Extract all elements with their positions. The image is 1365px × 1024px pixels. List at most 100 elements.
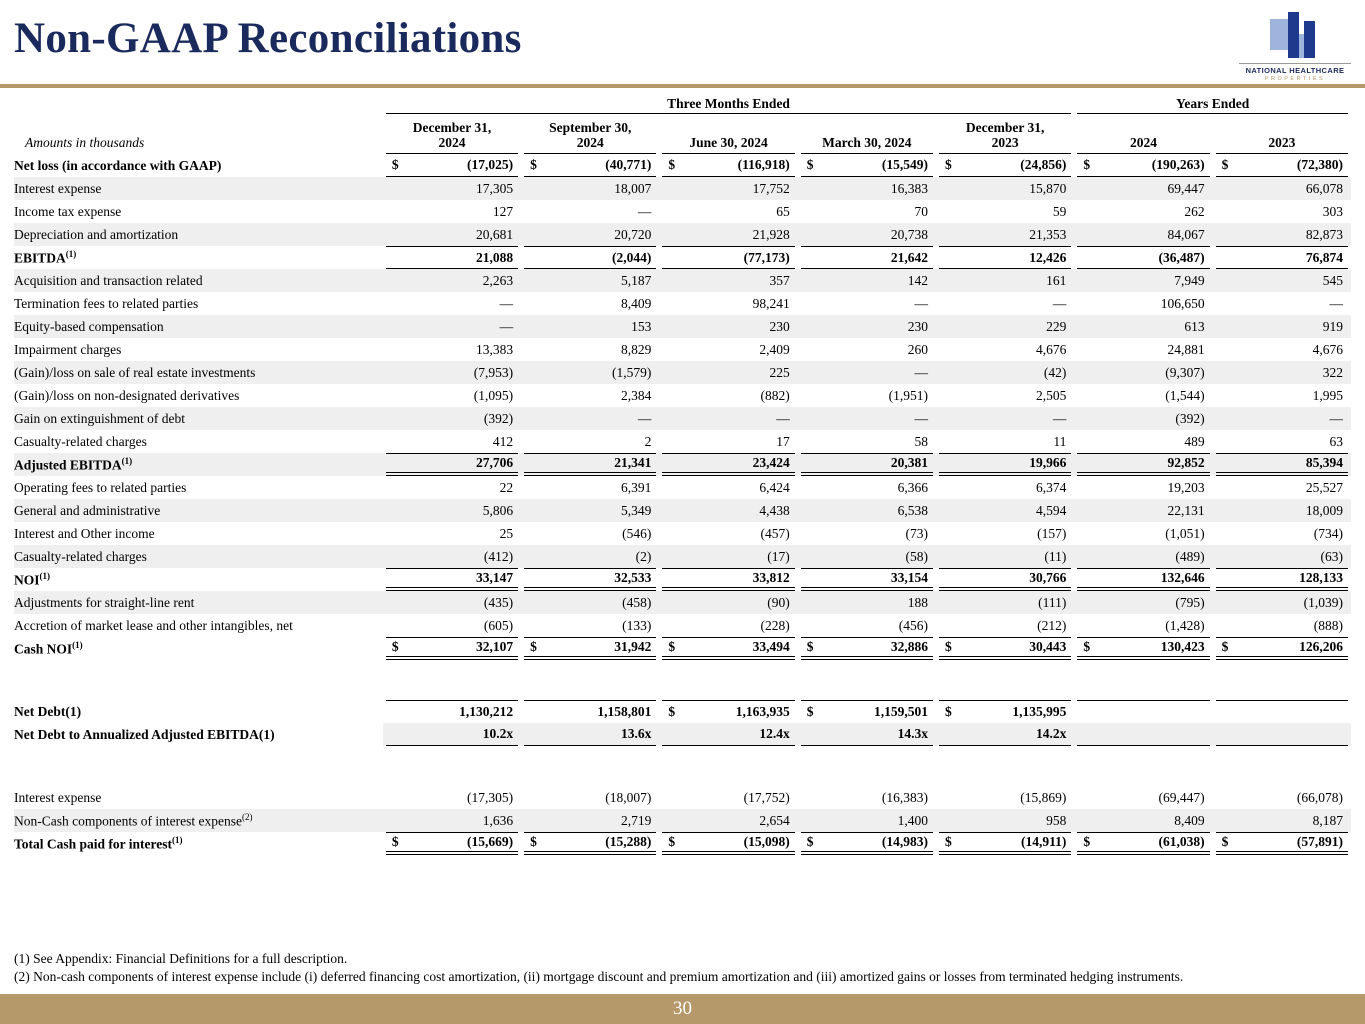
cell-number: 85,394: [1305, 455, 1343, 470]
row-label: Impairment charges: [14, 341, 122, 357]
value-cell: $126,206: [1213, 637, 1351, 660]
value-cell: 1,400: [798, 809, 936, 832]
value-cell: $ (57,891): [1213, 832, 1351, 855]
cell-number: 18,007: [614, 180, 652, 196]
cell-number: 22: [499, 479, 514, 495]
value-cell: (1,039): [1213, 591, 1351, 614]
cell-number: (42): [1043, 364, 1067, 380]
value-cell: [1074, 723, 1213, 746]
row-label: Gain on extinguishment of debt: [14, 410, 185, 426]
cell-number: (17,752): [743, 789, 790, 805]
value-cell: $ (17,025): [383, 154, 521, 177]
value-cell: 69,447: [1074, 177, 1212, 200]
value-cell: $ (15,669): [383, 832, 521, 855]
cell-number: —: [914, 295, 929, 311]
value-cell: (458): [521, 591, 659, 614]
value-cell: (18,007): [521, 786, 659, 809]
cell-number: 21,353: [1029, 226, 1067, 242]
cell-number: (40,771): [605, 157, 652, 172]
table-row: NOI(1) 33,147 32,533 33,812 33,154 30,766 132,…: [14, 568, 1351, 591]
table-row: Impairment charges 13,383 8,829 2,409 260 4,6…: [14, 338, 1351, 361]
cell-number: 8,409: [621, 295, 652, 311]
row-label: Equity-based compensation: [14, 318, 164, 334]
cell-number: (734): [1313, 525, 1343, 541]
value-cell: (17,305): [383, 786, 521, 809]
value-cell: $ (40,771): [521, 154, 659, 177]
cell-number: (392): [1175, 410, 1205, 426]
row-label: Termination fees to related parties: [14, 295, 199, 311]
value-cell: (435): [383, 591, 521, 614]
cell-number: —: [637, 203, 652, 219]
dollar-sign: $: [1083, 157, 1091, 172]
cell-number: 130,423: [1160, 639, 1205, 654]
value-cell: 11: [936, 430, 1074, 453]
value-cell: 23,424: [659, 453, 797, 476]
value-cell: [1074, 700, 1212, 723]
cell-number: 4,594: [1035, 502, 1067, 518]
value-cell: —: [383, 315, 521, 338]
cell-number: (157): [1037, 525, 1067, 541]
cell-number: 21,341: [614, 455, 652, 470]
value-cell: 21,088: [383, 246, 521, 269]
cell-number: (1,039): [1303, 594, 1343, 610]
cell-number: (15,098): [743, 834, 790, 849]
value-cell: 18,007: [521, 177, 659, 200]
cell-number: (116,918): [737, 157, 790, 172]
row-label: EBITDA(1): [14, 248, 77, 266]
value-cell: 6,366: [798, 476, 936, 499]
cell-number: 1,636: [482, 812, 514, 828]
cell-number: 128,133: [1299, 570, 1343, 585]
value-cell: (795): [1074, 591, 1212, 614]
cell-number: 8,187: [1312, 812, 1343, 828]
value-cell: 2,654: [659, 809, 797, 832]
table-row: Accretion of market lease and other inta…: [14, 614, 1351, 637]
value-cell: 21,353: [936, 223, 1074, 246]
cell-number: 357: [769, 272, 790, 288]
row-label: Casualty-related charges: [14, 548, 147, 564]
value-cell: 19,966: [936, 453, 1074, 476]
value-cell: 1,995: [1213, 384, 1351, 407]
value-cell: 1,636: [383, 809, 521, 832]
value-cell: 260: [798, 338, 936, 361]
value-cell: —: [383, 292, 521, 315]
cell-number: 25: [499, 525, 514, 541]
cell-number: (61,038): [1158, 834, 1205, 849]
cell-number: (16,383): [881, 789, 928, 805]
value-cell: (15,869): [936, 786, 1074, 809]
value-cell: $ (116,918): [659, 154, 797, 177]
value-cell: 613: [1074, 315, 1212, 338]
cell-number: 4,438: [759, 502, 790, 518]
value-cell: 18,009: [1213, 499, 1351, 522]
value-cell: —: [1213, 292, 1351, 315]
value-cell: (66,078): [1213, 786, 1351, 809]
row-label: Interest expense: [14, 180, 102, 196]
column-header: 2024: [1077, 114, 1210, 154]
table-row: Casualty-related charges (412) (2) (17) (58)…: [14, 545, 1351, 568]
value-cell: 4,676: [936, 338, 1074, 361]
logo-subname: PROPERTIES: [1264, 76, 1326, 82]
value-cell: 13,383: [383, 338, 521, 361]
cell-number: 230: [769, 318, 790, 334]
cell-number: 10.2x: [482, 726, 514, 741]
cell-number: 20,738: [890, 226, 928, 242]
column-header: December 31, 2024: [385, 114, 519, 154]
cell-number: 82,873: [1305, 226, 1343, 242]
table-row: Termination fees to related parties — 8,40…: [14, 292, 1351, 315]
table-row: Total Cash paid for interest(1) $ (15,669)…: [14, 832, 1351, 855]
table-row: Interest expense (17,305) (18,007) (17,752)…: [14, 786, 1351, 809]
value-cell: (77,173): [659, 246, 797, 269]
value-cell: 225: [659, 361, 797, 384]
cell-number: (57,891): [1296, 834, 1343, 849]
cell-number: —: [914, 410, 929, 426]
value-cell: 5,349: [521, 499, 659, 522]
value-cell: (17): [659, 545, 797, 568]
value-cell: 7,949: [1074, 269, 1212, 292]
cell-number: —: [499, 318, 514, 334]
cell-number: (7,953): [473, 364, 514, 380]
cell-number: 142: [907, 272, 928, 288]
value-cell: 19,203: [1074, 476, 1212, 499]
column-header: September 30, 2024: [524, 114, 657, 154]
cell-number: 11: [1053, 433, 1067, 449]
row-label: Cash NOI(1): [14, 639, 83, 657]
value-cell: $31,942: [521, 637, 659, 660]
